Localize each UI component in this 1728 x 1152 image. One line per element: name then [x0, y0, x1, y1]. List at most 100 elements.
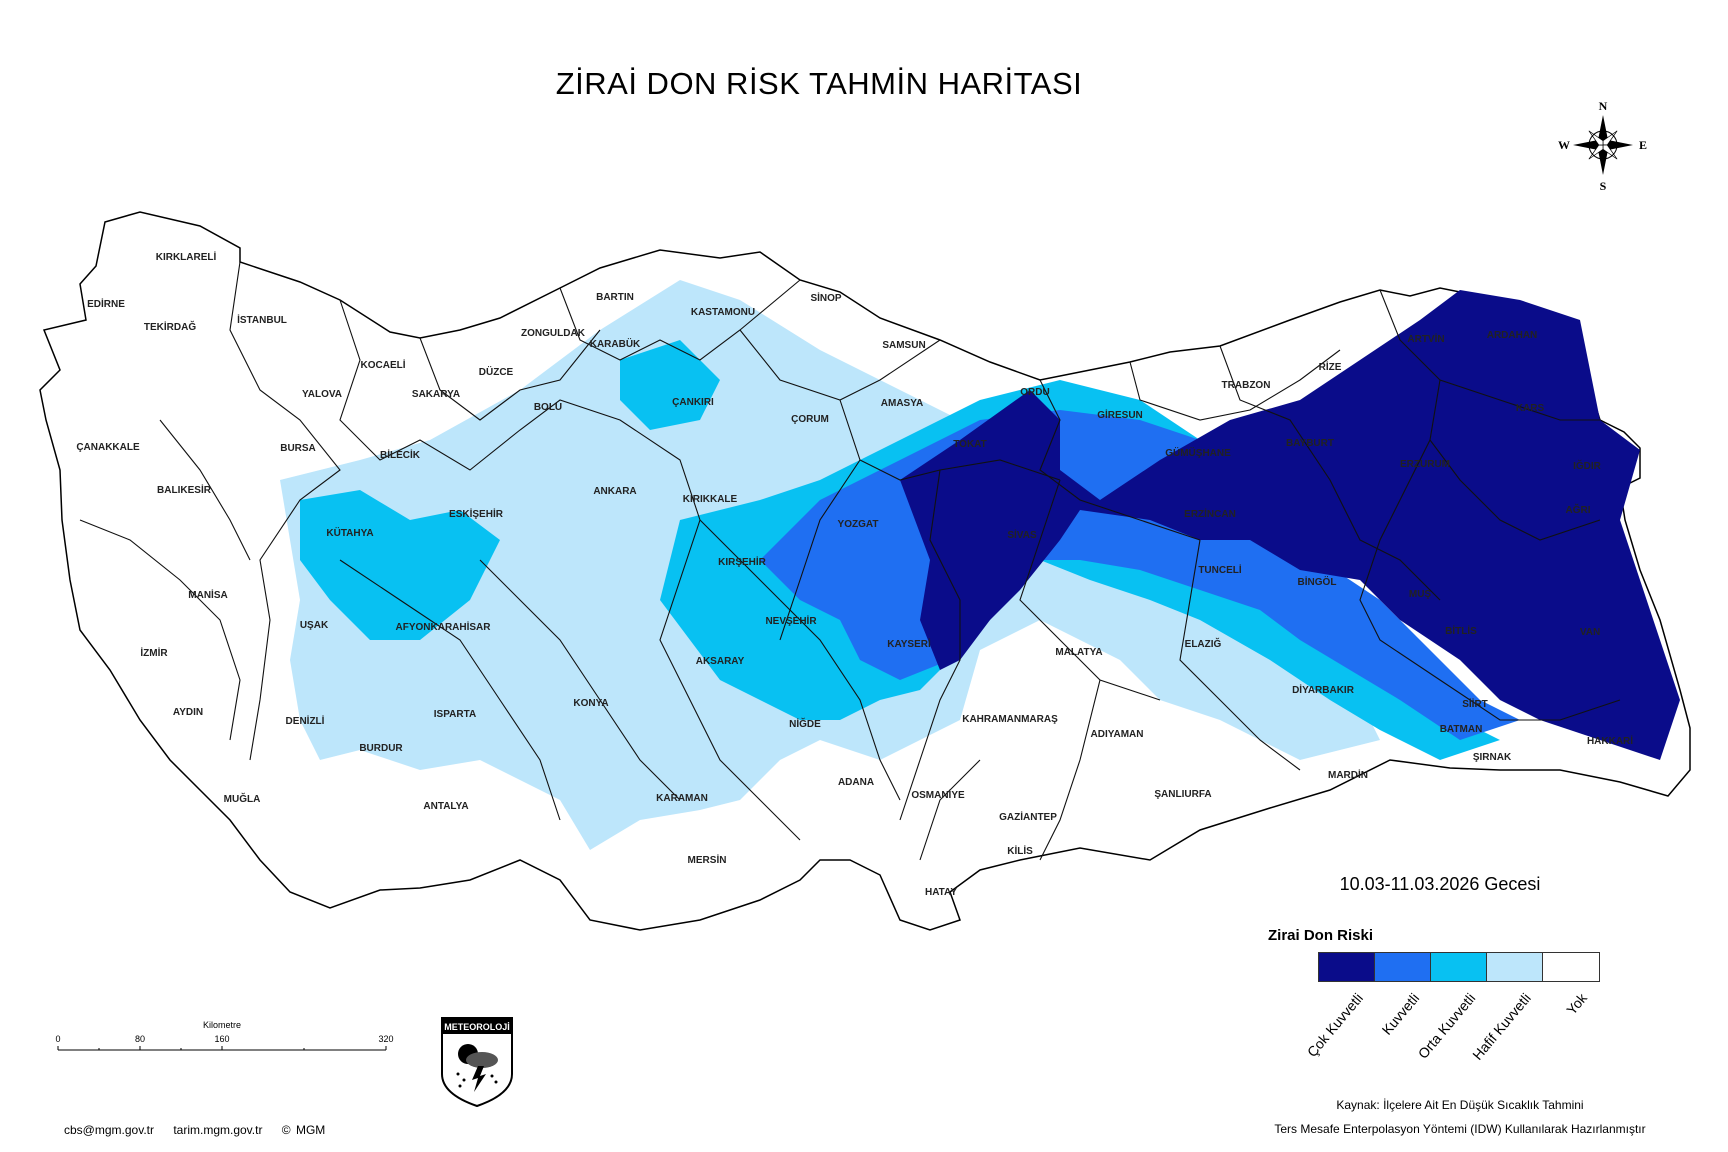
province-label: MUĞLA	[224, 792, 261, 805]
province-label: ANKARA	[593, 486, 636, 497]
province-label: ANTALYA	[423, 801, 468, 812]
province-label: İZMİR	[140, 646, 168, 659]
province-label: GÜMÜŞHANE	[1165, 446, 1231, 459]
province-label: ELAZIĞ	[1185, 637, 1222, 650]
province-label: İSTANBUL	[237, 313, 287, 326]
province-label: ADIYAMAN	[1091, 729, 1144, 740]
province-label: EDİRNE	[87, 297, 125, 310]
province-label: SİVAS	[1007, 528, 1037, 541]
footer-website[interactable]: tarim.mgm.gov.tr	[173, 1123, 263, 1137]
province-label: ISPARTA	[434, 709, 476, 720]
footer-copyright: © MGM	[281, 1123, 326, 1137]
province-label: KAHRAMANMARAŞ	[962, 714, 1058, 725]
province-label: KARAMAN	[656, 793, 708, 804]
province-label: BOLU	[534, 402, 562, 413]
province-label: SİİRT	[1462, 697, 1488, 710]
province-label: NEVŞEHİR	[765, 614, 817, 627]
province-label: KIRKLARELİ	[156, 250, 217, 263]
legend-swatch	[1319, 953, 1375, 981]
compass-n: N	[1599, 99, 1608, 113]
risk-orta-2	[620, 340, 720, 430]
legend-swatches	[1318, 952, 1600, 982]
footer-links: cbs@mgm.gov.tr tarim.mgm.gov.tr © MGM	[64, 1123, 339, 1137]
province-label: IĞDIR	[1573, 459, 1602, 472]
province-label: MUŞ	[1409, 589, 1432, 600]
source-line-2: Ters Mesafe Enterpolasyon Yöntemi (IDW) …	[1274, 1122, 1646, 1136]
province-label: DENİZLİ	[286, 714, 325, 727]
province-label: ŞIRNAK	[1473, 752, 1512, 763]
compass-w: W	[1558, 138, 1570, 152]
province-label: MERSİN	[688, 853, 727, 866]
province-label: ZONGULDAK	[521, 328, 586, 339]
province-label: KOCAELİ	[361, 358, 406, 371]
risk-orta-1	[300, 490, 500, 640]
province-label: MANİSA	[188, 588, 227, 601]
scale-title: Kilometre	[203, 1020, 241, 1030]
province-label: BİTLİS	[1445, 624, 1477, 637]
province-label: KAYSERİ	[887, 637, 931, 650]
risk-cok-kuvvetli	[900, 290, 1680, 760]
compass-e: E	[1639, 138, 1647, 152]
province-label: AMASYA	[881, 398, 923, 409]
province-label: ÇANKIRI	[672, 397, 714, 408]
province-label: ERZİNCAN	[1184, 507, 1236, 520]
province-label: BURDUR	[359, 743, 403, 754]
province-label: TOKAT	[953, 439, 987, 450]
province-label: ADANA	[838, 777, 874, 788]
risk-shading-layer	[280, 280, 1680, 850]
province-label: SAKARYA	[412, 389, 460, 400]
province-label: MARDİN	[1328, 768, 1368, 781]
compass-icon: N S W E	[1558, 99, 1647, 193]
map-title: ZİRAİ DON RİSK TAHMİN HARİTASI	[555, 66, 1083, 101]
province-label: DİYARBAKIR	[1292, 683, 1355, 696]
province-label: ARDAHAN	[1487, 330, 1538, 341]
province-label: BAYBURT	[1286, 438, 1334, 449]
province-label: OSMANİYE	[911, 788, 965, 801]
compass-rose: N S W E	[1558, 98, 1648, 193]
province-label: AĞRI	[1566, 503, 1591, 516]
footer-email[interactable]: cbs@mgm.gov.tr	[64, 1123, 154, 1137]
scale-tick-2: 160	[214, 1034, 229, 1044]
scale-tick-1: 80	[135, 1034, 145, 1044]
province-label: ESKİŞEHİR	[449, 507, 504, 520]
legend-swatch	[1543, 953, 1599, 981]
province-label: ÇANAKKALE	[76, 442, 140, 453]
province-label: HATAY	[925, 887, 957, 898]
province-label: GİRESUN	[1097, 408, 1143, 421]
province-label: ŞANLIURFA	[1154, 789, 1211, 800]
province-label: KONYA	[573, 698, 608, 709]
province-label: SİNOP	[810, 291, 841, 304]
logo-text: METEOROLOJİ	[444, 1022, 510, 1032]
province-label: AKSARAY	[696, 656, 745, 667]
province-label: BATMAN	[1440, 724, 1483, 735]
province-label: KİLİS	[1007, 844, 1033, 857]
province-boundaries	[79, 261, 1621, 861]
province-label: HAKKARİ	[1587, 734, 1633, 747]
province-label: ARTVİN	[1407, 332, 1444, 345]
province-label: TEKİRDAĞ	[144, 320, 196, 333]
province-label: KÜTAHYA	[326, 526, 373, 539]
province-label: ERZURUM	[1400, 459, 1450, 470]
source-line-1: Kaynak: İlçelere Ait En Düşük Sıcaklık T…	[1336, 1098, 1584, 1112]
province-labels: KIRKLARELİ EDİRNE TEKİRDAĞ İSTANBUL ÇANAKKAL…	[76, 250, 1633, 898]
province-label: ORDU	[1020, 387, 1049, 398]
province-label: BİNGÖL	[1298, 575, 1337, 588]
meteoroloji-logo: METEOROLOJİ	[440, 1016, 514, 1108]
province-label: BALIKESİR	[157, 483, 212, 496]
legend-title: Zirai Don Riski	[1268, 927, 1374, 944]
scale-tick-0: 0	[55, 1034, 60, 1044]
province-label: KASTAMONU	[691, 307, 755, 318]
province-label: ÇORUM	[791, 414, 829, 425]
scale-tick-3: 320	[378, 1034, 393, 1044]
province-label: MALATYA	[1055, 647, 1102, 658]
forecast-date-label: 10.03-11.03.2026 Gecesi	[1339, 874, 1541, 894]
province-label: KARABÜK	[590, 337, 641, 350]
legend-swatch	[1487, 953, 1543, 981]
province-label: AYDIN	[173, 707, 203, 718]
scale-bar: Kilometre 0 80 160 320	[55, 1018, 395, 1058]
province-label: UŞAK	[300, 620, 329, 631]
province-label: YOZGAT	[838, 519, 879, 530]
province-label: DÜZCE	[479, 365, 514, 378]
province-label: TRABZON	[1222, 380, 1271, 391]
